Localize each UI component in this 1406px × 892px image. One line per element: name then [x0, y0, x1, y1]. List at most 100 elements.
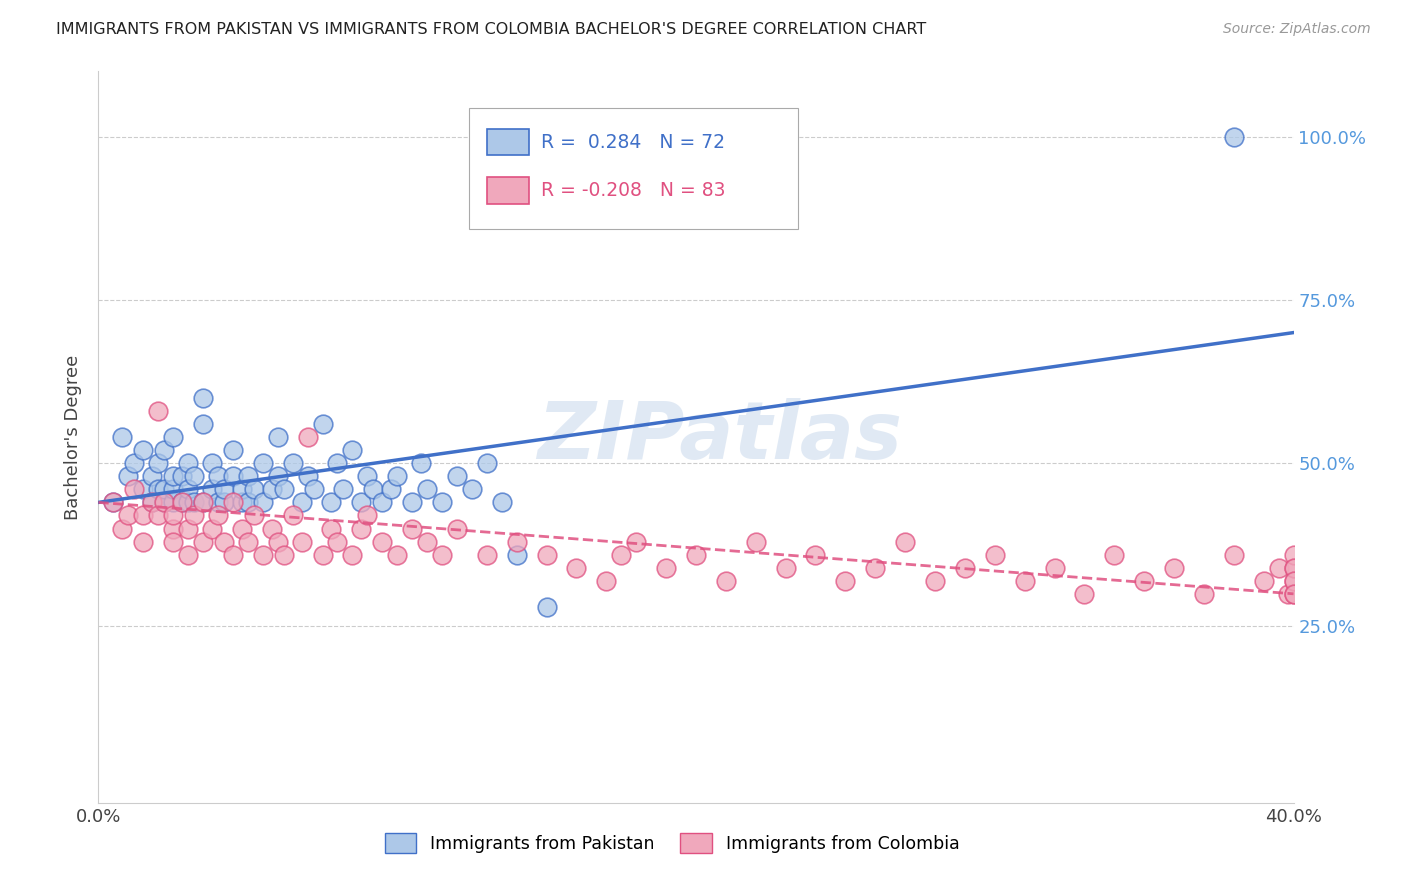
Point: [231, 483, 253, 497]
FancyBboxPatch shape: [470, 108, 797, 228]
Point: [177, 495, 200, 509]
Point: [183, 508, 205, 523]
Point: [132, 483, 155, 497]
Point: [148, 508, 170, 523]
Point: [506, 534, 529, 549]
Point: [446, 469, 468, 483]
Point: [132, 508, 155, 523]
Point: [153, 495, 176, 509]
Point: [212, 483, 235, 497]
Point: [260, 483, 283, 497]
Text: R = -0.208   N = 83: R = -0.208 N = 83: [541, 181, 725, 200]
Point: [401, 495, 423, 509]
Point: [1014, 574, 1036, 588]
Point: [212, 534, 235, 549]
Point: [103, 495, 125, 509]
Legend: Immigrants from Pakistan, Immigrants from Colombia: Immigrants from Pakistan, Immigrants fro…: [378, 826, 966, 860]
Point: [1133, 574, 1156, 588]
Point: [1223, 129, 1246, 144]
Point: [626, 534, 648, 549]
Point: [536, 599, 558, 614]
Point: [326, 456, 349, 470]
Point: [363, 483, 385, 497]
Point: [252, 495, 274, 509]
Point: [595, 574, 617, 588]
Point: [243, 508, 266, 523]
Point: [321, 521, 343, 535]
Point: [191, 534, 214, 549]
Text: ZIPatlas: ZIPatlas: [537, 398, 903, 476]
Point: [243, 483, 266, 497]
Point: [111, 521, 134, 535]
Point: [267, 430, 290, 444]
Point: [411, 456, 433, 470]
Point: [162, 508, 184, 523]
Point: [714, 574, 737, 588]
Point: [281, 456, 304, 470]
Point: [177, 483, 200, 497]
Point: [446, 521, 468, 535]
Point: [222, 495, 245, 509]
Point: [252, 548, 274, 562]
Point: [311, 548, 333, 562]
Point: [342, 443, 364, 458]
Point: [267, 469, 290, 483]
Point: [183, 495, 205, 509]
Point: [804, 548, 827, 562]
Point: [117, 508, 139, 523]
Point: [1282, 548, 1305, 562]
Point: [655, 560, 678, 574]
Point: [172, 495, 194, 509]
Point: [380, 483, 402, 497]
Point: [117, 469, 139, 483]
Point: [1282, 574, 1305, 588]
Point: [1223, 548, 1246, 562]
Point: [745, 534, 768, 549]
Point: [350, 521, 373, 535]
Point: [430, 495, 453, 509]
Point: [1282, 560, 1305, 574]
Point: [416, 534, 439, 549]
Point: [162, 483, 184, 497]
Point: [430, 548, 453, 562]
Point: [536, 548, 558, 562]
Point: [461, 483, 484, 497]
Point: [153, 495, 176, 509]
Point: [1282, 587, 1305, 601]
Point: [565, 560, 588, 574]
Point: [177, 456, 200, 470]
Point: [342, 548, 364, 562]
Point: [162, 495, 184, 509]
Point: [924, 574, 946, 588]
Point: [183, 469, 205, 483]
Text: IMMIGRANTS FROM PAKISTAN VS IMMIGRANTS FROM COLOMBIA BACHELOR'S DEGREE CORRELATI: IMMIGRANTS FROM PAKISTAN VS IMMIGRANTS F…: [56, 22, 927, 37]
Point: [231, 521, 253, 535]
Point: [252, 456, 274, 470]
Point: [148, 483, 170, 497]
Point: [416, 483, 439, 497]
Point: [506, 548, 529, 562]
Point: [1253, 574, 1275, 588]
Text: R =  0.284   N = 72: R = 0.284 N = 72: [541, 133, 724, 152]
Point: [1267, 560, 1289, 574]
FancyBboxPatch shape: [486, 178, 529, 203]
Point: [865, 560, 887, 574]
Point: [894, 534, 917, 549]
Point: [201, 483, 224, 497]
Point: [162, 534, 184, 549]
Point: [132, 443, 155, 458]
Point: [222, 548, 245, 562]
Point: [191, 495, 214, 509]
Point: [273, 548, 295, 562]
Point: [311, 417, 333, 431]
Point: [685, 548, 707, 562]
Point: [834, 574, 856, 588]
Text: Source: ZipAtlas.com: Source: ZipAtlas.com: [1223, 22, 1371, 37]
Point: [177, 521, 200, 535]
Point: [207, 469, 229, 483]
Point: [141, 469, 163, 483]
Point: [132, 534, 155, 549]
Point: [191, 391, 214, 405]
Point: [475, 456, 498, 470]
FancyBboxPatch shape: [486, 129, 529, 155]
